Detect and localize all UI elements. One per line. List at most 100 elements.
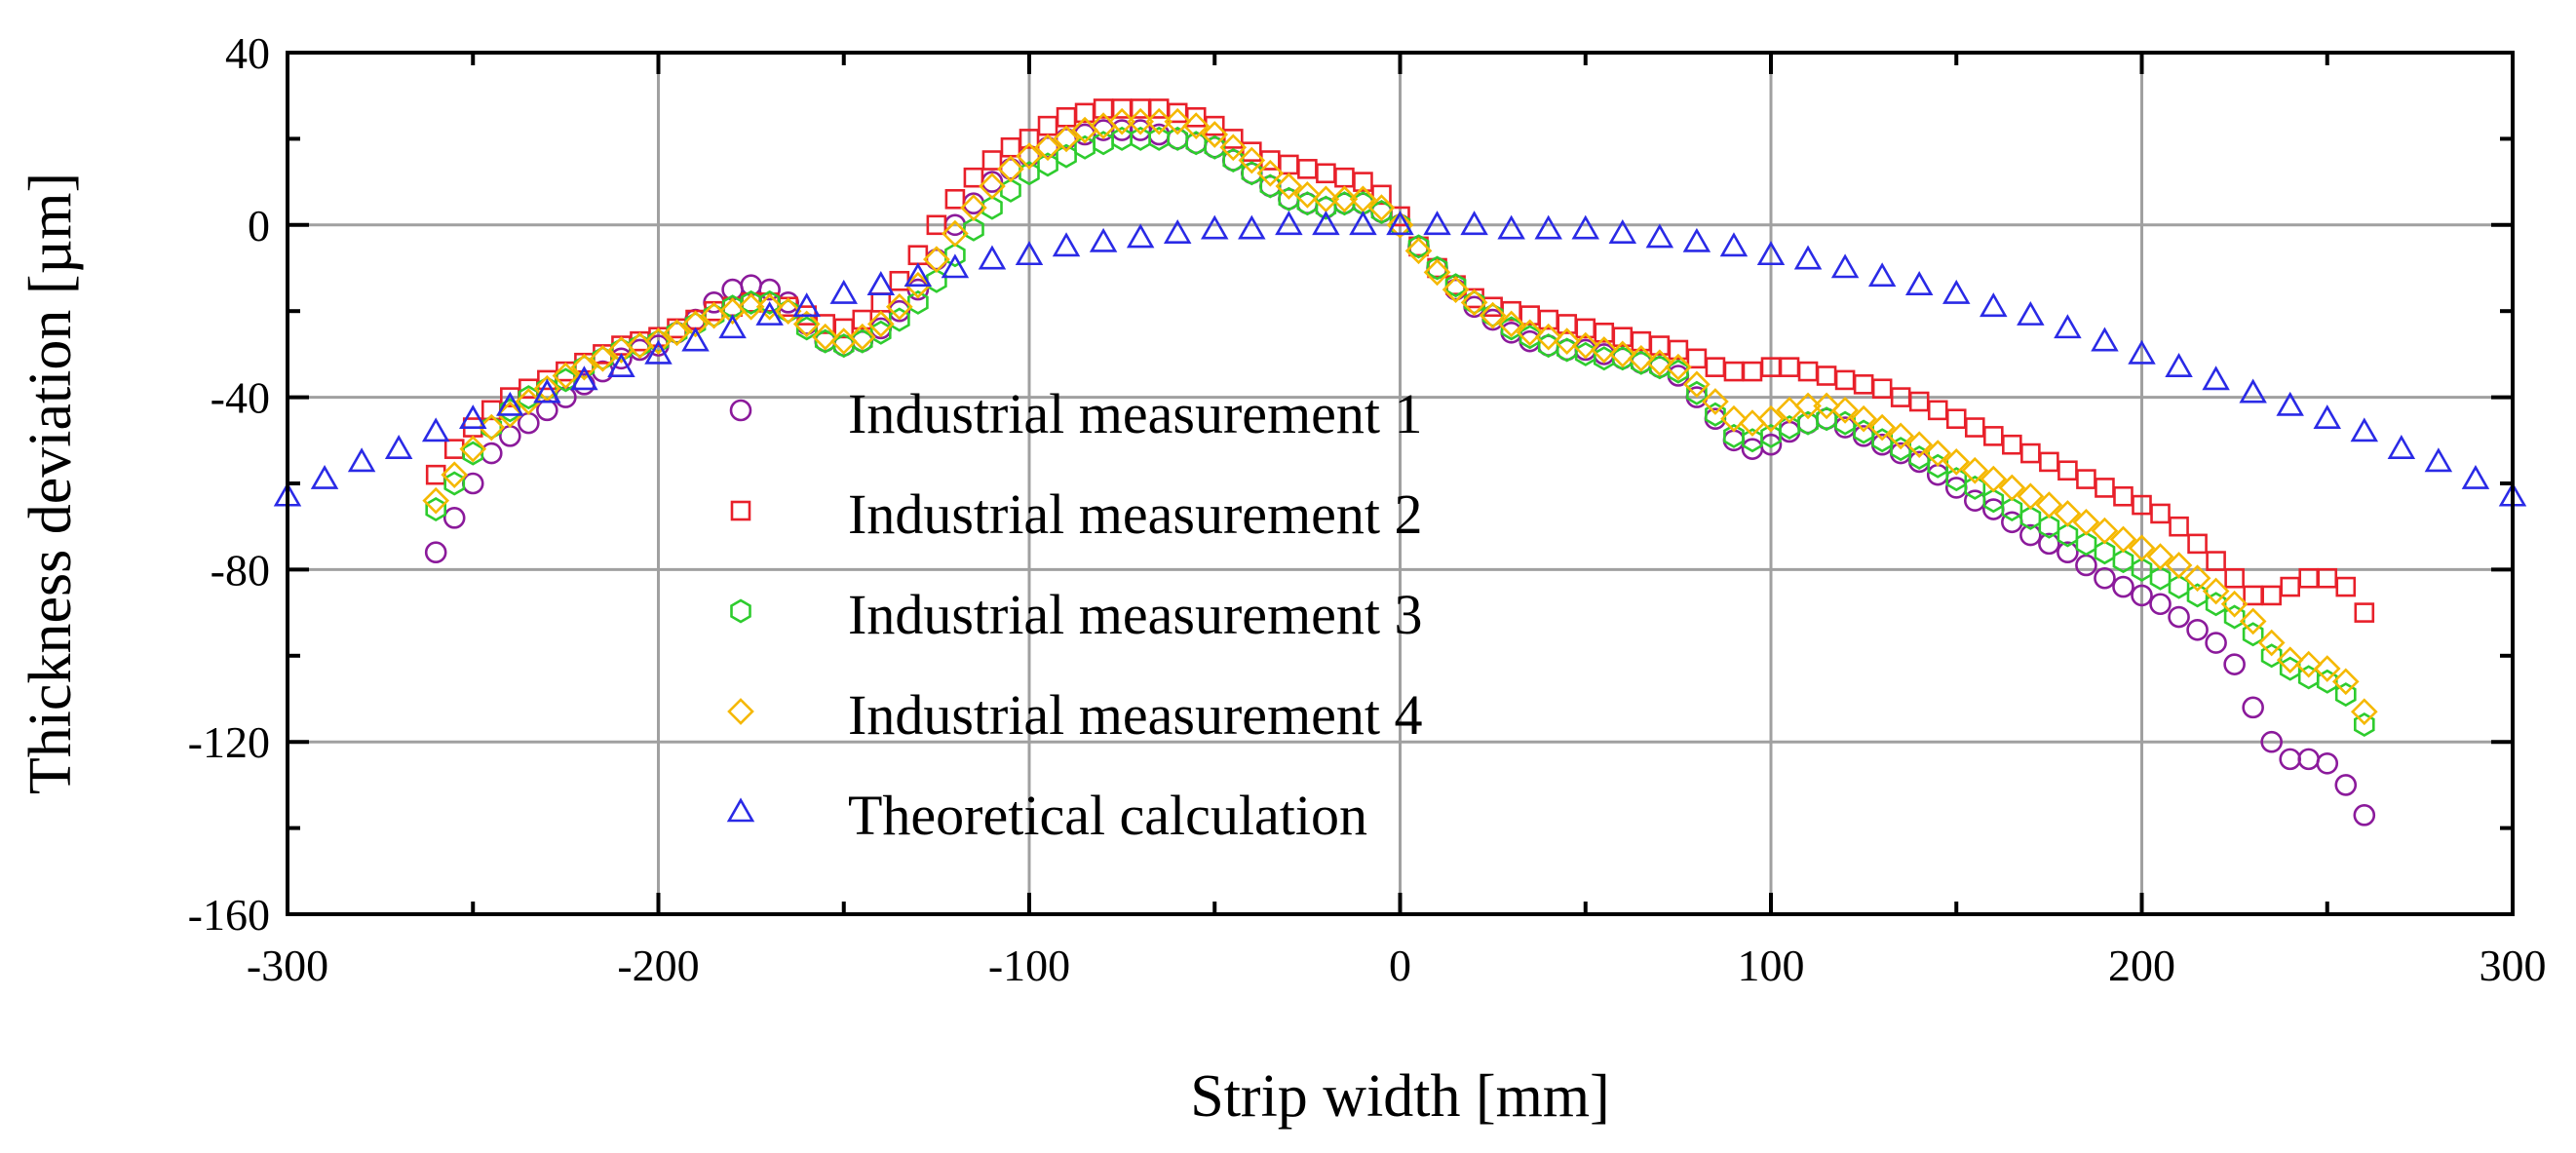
data-point: [2187, 533, 2208, 555]
data-point: [1204, 135, 1226, 160]
data-point: [663, 319, 691, 347]
data-point: [384, 435, 413, 459]
data-point: [2038, 514, 2060, 539]
data-point: [1534, 214, 1562, 240]
data-point: [1444, 273, 1467, 298]
data-point: [589, 344, 617, 372]
data-point: [866, 271, 896, 295]
data-point: [2205, 632, 2227, 654]
data-point: [2131, 584, 2153, 607]
legend-item: Industrial measurement 1: [729, 382, 1423, 445]
data-point: [1148, 126, 1170, 151]
data-point: [2091, 517, 2119, 545]
data-point: [552, 362, 580, 390]
data-point: [1813, 392, 1840, 420]
data-point: [2146, 543, 2174, 570]
data-point: [1238, 214, 1266, 240]
data-point: [1926, 463, 1949, 486]
data-point: [1944, 477, 1968, 499]
data-point: [925, 268, 947, 293]
data-point: [1627, 344, 1655, 372]
y-tick-label: -120: [188, 717, 270, 767]
data-point: [1201, 121, 1229, 148]
data-series: [273, 98, 2527, 826]
data-point: [1702, 388, 1729, 415]
legend-label: Industrial measurement 1: [848, 382, 1423, 445]
data-point: [1386, 211, 1414, 239]
data-point: [1164, 107, 1192, 135]
data-point: [2186, 583, 2209, 608]
x-tick-label: 300: [2480, 941, 2547, 990]
data-point: [2039, 451, 2059, 473]
data-point: [926, 214, 947, 236]
data-point: [2220, 590, 2249, 618]
data-point: [570, 365, 598, 391]
data-point: [1015, 241, 1044, 266]
y-tick-label: 40: [225, 28, 270, 78]
legend-label: Industrial measurement 4: [848, 683, 1423, 747]
data-point: [1334, 167, 1355, 188]
data-point: [1037, 115, 1058, 136]
data-point: [811, 323, 839, 351]
data-point: [1927, 400, 1948, 421]
data-point: [1683, 370, 1711, 399]
data-point: [848, 323, 876, 351]
data-point: [2186, 618, 2209, 641]
data-point: [2223, 604, 2246, 630]
data-point: [1053, 125, 1080, 153]
data-point: [461, 472, 484, 495]
data-point: [2150, 503, 2171, 524]
data-point: [2019, 505, 2042, 530]
data-point: [2131, 557, 2153, 582]
data-point: [1423, 211, 1451, 236]
data-point: [2242, 696, 2264, 719]
data-point: [2350, 698, 2378, 726]
data-point: [999, 158, 1022, 180]
data-point: [978, 245, 1007, 270]
data-point: [1705, 357, 1726, 377]
data-point: [1645, 223, 1674, 249]
data-point: [1574, 341, 1596, 366]
legend-item: Industrial measurement 4: [727, 683, 1423, 747]
data-point: [2109, 525, 2137, 554]
data-point: [480, 442, 503, 465]
data-point: [1793, 245, 1823, 270]
data-point: [792, 310, 821, 338]
x-tick-label: 200: [2108, 941, 2175, 990]
data-point: [1571, 214, 1599, 240]
data-point: [1516, 319, 1544, 347]
data-point: [1723, 361, 1745, 382]
data-point: [2202, 577, 2230, 605]
data-point: [2038, 532, 2060, 556]
data-point: [2294, 650, 2323, 678]
data-point: [1905, 431, 1934, 459]
data-point: [2095, 478, 2115, 498]
data-point: [1741, 438, 1764, 460]
data-point: [1407, 234, 1430, 259]
data-point: [570, 353, 598, 381]
data-point: [960, 194, 987, 221]
data-point: [1089, 227, 1118, 252]
data-point: [1241, 161, 1263, 186]
data-point: [422, 486, 450, 515]
data-point: [2261, 585, 2282, 606]
data-point: [1349, 211, 1377, 236]
data-point: [2350, 417, 2379, 442]
data-point: [2316, 669, 2338, 694]
data-point: [1000, 136, 1021, 158]
data-point: [2424, 447, 2453, 473]
data-point: [1665, 353, 1692, 381]
data-point: [2279, 748, 2301, 771]
legend-marker: [730, 598, 751, 624]
data-point: [2224, 567, 2245, 589]
axis-ticks: [286, 51, 2515, 916]
data-point: [681, 327, 710, 352]
x-tick-label: 100: [1738, 941, 1805, 990]
data-point: [1556, 337, 1578, 363]
data-point: [2260, 643, 2283, 669]
data-point: [2239, 378, 2267, 404]
data-point: [941, 253, 970, 279]
data-point: [1312, 211, 1340, 236]
data-point: [1442, 276, 1470, 303]
